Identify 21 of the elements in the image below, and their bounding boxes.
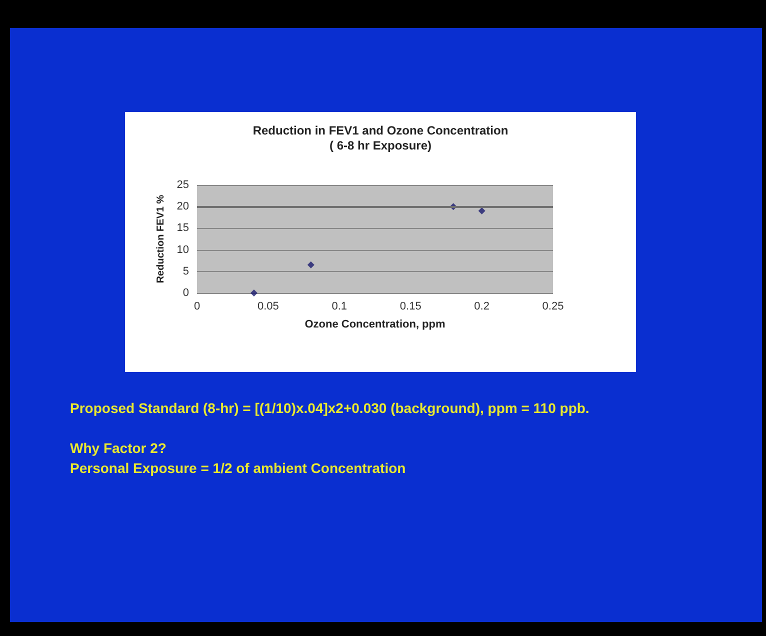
y-tick-label: 0 bbox=[182, 287, 189, 299]
x-tick-label: 0.2 bbox=[474, 300, 490, 312]
point bbox=[250, 290, 258, 296]
y-tick-label: 15 bbox=[176, 222, 189, 234]
y-tick-label: 10 bbox=[176, 244, 189, 256]
y-tick-label: 20 bbox=[176, 200, 189, 213]
y-tick-label: 25 bbox=[176, 179, 189, 191]
y-tick-label: 5 bbox=[182, 265, 189, 278]
text: Personal Exposure = 1/2 of ambient Concentration bbox=[70, 459, 407, 478]
point bbox=[307, 261, 314, 268]
x-axis-title: Ozone Concentration, ppm bbox=[304, 318, 446, 330]
chart-title: Reduction in FEV1 and Ozone Concentration ( 6-8 hr Exposure) bbox=[252, 124, 508, 152]
point bbox=[478, 207, 486, 214]
x-tick-label: 0.05 bbox=[257, 300, 279, 312]
x-tick-label: 0.15 bbox=[400, 300, 422, 312]
text: Proposed Standard (8-hr) = [(1/10)x.04]x2+0.030 (background), ppm = 110 ppb. bbox=[70, 399, 590, 418]
x-tick-label: 0.1 bbox=[332, 300, 348, 312]
y-axis-title: Reduction FEV1 % bbox=[155, 194, 166, 284]
x-tick-label: 0 bbox=[194, 300, 200, 312]
x-tick-label: 0.25 bbox=[542, 300, 564, 312]
text: Why Factor 2? bbox=[70, 439, 168, 458]
